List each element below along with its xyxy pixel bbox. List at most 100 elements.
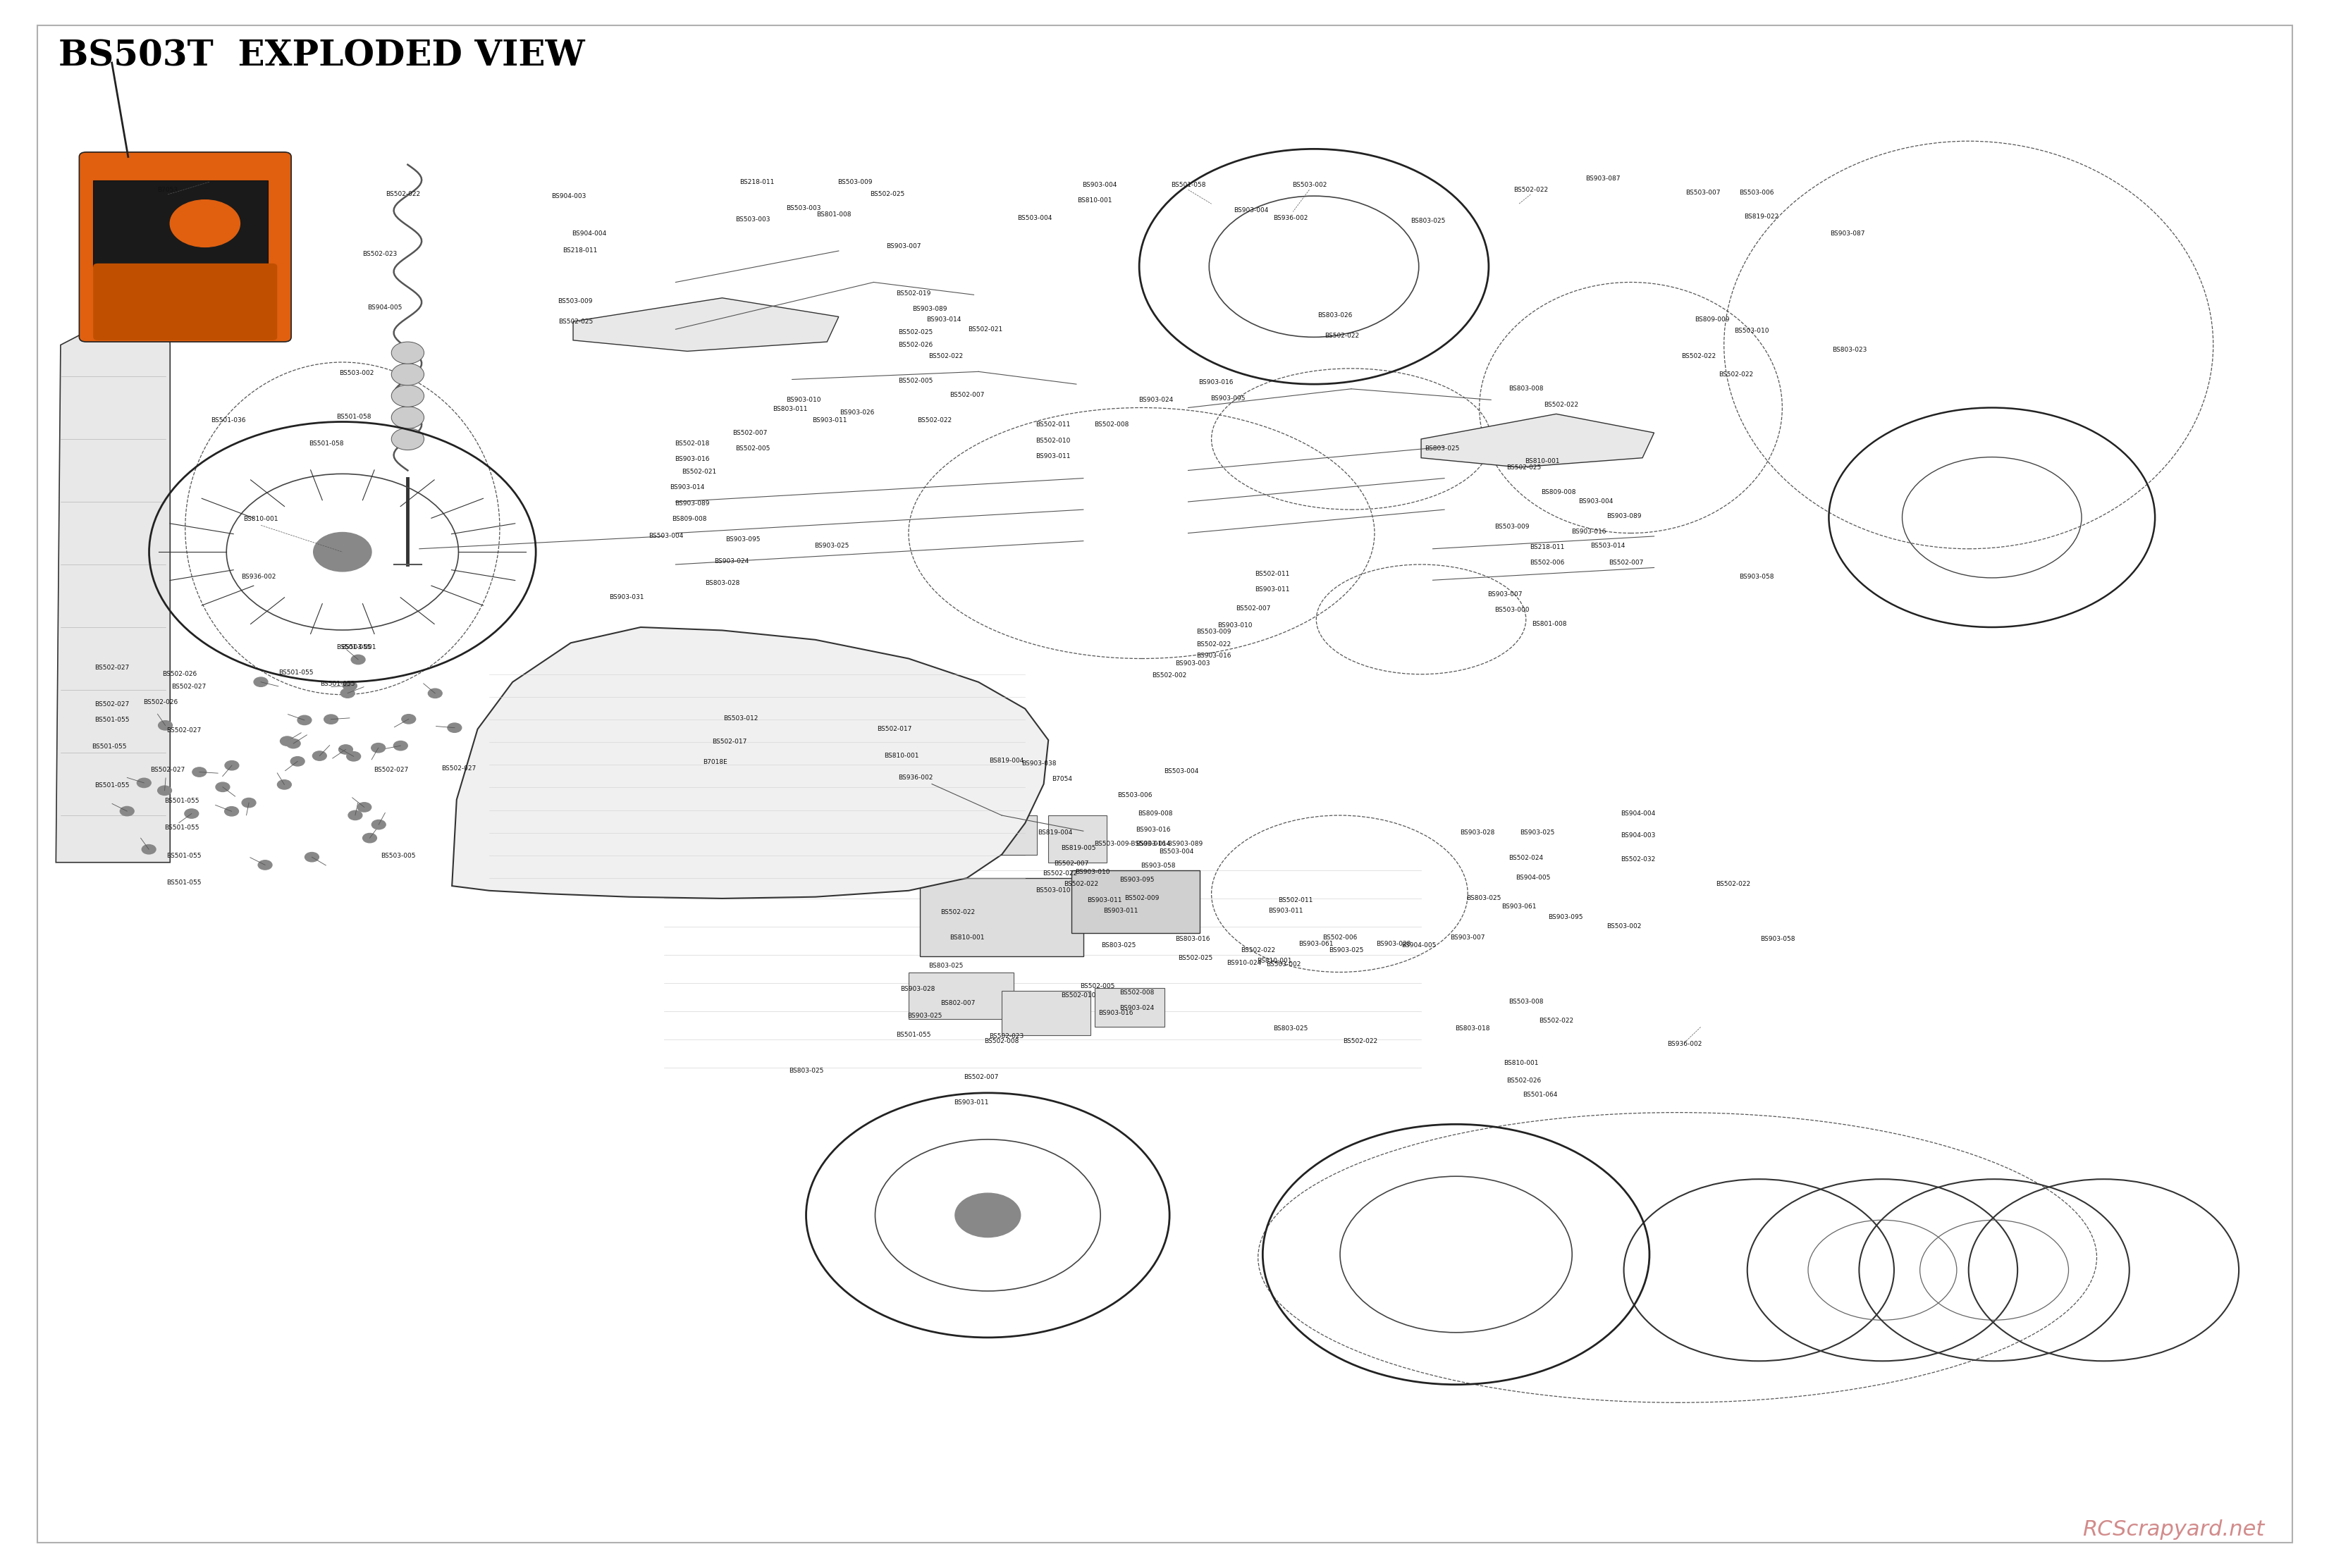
Text: BS503-005: BS503-005 bbox=[382, 853, 415, 859]
Circle shape bbox=[391, 342, 424, 364]
Text: BS502-011: BS502-011 bbox=[1255, 571, 1288, 577]
Circle shape bbox=[342, 681, 356, 690]
Text: BS903-011: BS903-011 bbox=[955, 1099, 987, 1105]
Text: BS502-005: BS502-005 bbox=[736, 445, 769, 452]
Text: BS803-016: BS803-016 bbox=[1176, 936, 1209, 942]
Circle shape bbox=[259, 861, 272, 870]
Text: BS903-014: BS903-014 bbox=[927, 317, 960, 323]
Text: BS903-095: BS903-095 bbox=[1120, 877, 1153, 883]
Circle shape bbox=[401, 715, 415, 724]
Text: BS903-025: BS903-025 bbox=[815, 543, 848, 549]
Text: BS503-009: BS503-009 bbox=[838, 179, 871, 185]
Text: BS903-087: BS903-087 bbox=[1586, 176, 1619, 182]
Circle shape bbox=[193, 767, 207, 776]
Text: BS502-007: BS502-007 bbox=[1237, 605, 1269, 612]
Text: BS903-024: BS903-024 bbox=[1139, 397, 1171, 403]
Text: BS904-003: BS904-003 bbox=[1621, 833, 1654, 839]
Circle shape bbox=[394, 742, 408, 751]
Circle shape bbox=[955, 1193, 1020, 1237]
Text: BS803-025: BS803-025 bbox=[1425, 445, 1458, 452]
Text: BS904-005: BS904-005 bbox=[368, 304, 401, 310]
Text: BS803-025: BS803-025 bbox=[790, 1068, 822, 1074]
Text: BS819-004: BS819-004 bbox=[990, 757, 1022, 764]
Circle shape bbox=[121, 806, 135, 815]
Text: BS903-004: BS903-004 bbox=[1579, 499, 1612, 505]
Text: BS502-025: BS502-025 bbox=[1507, 464, 1539, 470]
Text: BS501-058: BS501-058 bbox=[1171, 182, 1204, 188]
Text: BS502-007: BS502-007 bbox=[950, 392, 983, 398]
Text: BS503-009: BS503-009 bbox=[559, 298, 592, 304]
Text: BS903-025: BS903-025 bbox=[1521, 829, 1553, 836]
Text: BS903-089: BS903-089 bbox=[675, 500, 708, 506]
Text: BS903-028: BS903-028 bbox=[1376, 941, 1409, 947]
Text: BS819-004: BS819-004 bbox=[1039, 829, 1071, 836]
Text: BS503-004: BS503-004 bbox=[650, 533, 682, 539]
Text: BS803-011: BS803-011 bbox=[773, 406, 806, 412]
Text: BS903-028: BS903-028 bbox=[1460, 829, 1493, 836]
Text: BS501-055: BS501-055 bbox=[95, 717, 128, 723]
Text: BS819-022: BS819-022 bbox=[1744, 213, 1777, 220]
Text: BS810-001: BS810-001 bbox=[1258, 958, 1290, 964]
Text: BS903-010: BS903-010 bbox=[1076, 869, 1109, 875]
Text: BS502-022: BS502-022 bbox=[1514, 187, 1546, 193]
Circle shape bbox=[242, 798, 256, 808]
Text: BS502-026: BS502-026 bbox=[1507, 1077, 1539, 1083]
Text: BS502-006: BS502-006 bbox=[1323, 935, 1355, 941]
Text: BS503-007: BS503-007 bbox=[1686, 190, 1719, 196]
Text: BS503T  EXPLODED VIEW: BS503T EXPLODED VIEW bbox=[58, 39, 585, 74]
Text: BS502-022: BS502-022 bbox=[1539, 1018, 1572, 1024]
Text: BS502-006: BS502-006 bbox=[1530, 560, 1563, 566]
Text: BS502-032: BS502-032 bbox=[1621, 856, 1654, 862]
Text: BS501-055: BS501-055 bbox=[165, 798, 198, 804]
Text: BS903-038: BS903-038 bbox=[1022, 760, 1055, 767]
Text: BS502-027: BS502-027 bbox=[375, 767, 408, 773]
Text: BS903-095: BS903-095 bbox=[1211, 395, 1244, 401]
Text: BS502-005: BS502-005 bbox=[899, 378, 932, 384]
Text: BS803-023: BS803-023 bbox=[1833, 347, 1866, 353]
Polygon shape bbox=[1421, 414, 1654, 467]
Circle shape bbox=[370, 743, 384, 753]
Text: BS502-024: BS502-024 bbox=[1509, 855, 1542, 861]
Text: BS502-022: BS502-022 bbox=[1344, 1038, 1376, 1044]
Text: BS903-058: BS903-058 bbox=[1761, 936, 1793, 942]
Text: BS501-055: BS501-055 bbox=[95, 782, 128, 789]
Text: BS502-017: BS502-017 bbox=[713, 739, 745, 745]
Circle shape bbox=[137, 778, 151, 787]
Text: BS501-055: BS501-055 bbox=[165, 825, 198, 831]
Text: BS903-061: BS903-061 bbox=[1502, 903, 1535, 909]
Text: BS904-004: BS904-004 bbox=[573, 230, 606, 237]
Text: BS502-025: BS502-025 bbox=[1178, 955, 1211, 961]
Text: BS502-027: BS502-027 bbox=[443, 765, 475, 771]
Text: BS936-002: BS936-002 bbox=[899, 775, 932, 781]
Text: BS810-001: BS810-001 bbox=[1525, 458, 1558, 464]
Text: BS903-011: BS903-011 bbox=[1088, 897, 1120, 903]
Text: B7054: B7054 bbox=[1053, 776, 1071, 782]
Text: BS503-014: BS503-014 bbox=[1591, 543, 1623, 549]
Text: B7018E: B7018E bbox=[703, 759, 727, 765]
Text: BS502-007: BS502-007 bbox=[1055, 861, 1088, 867]
Text: BS903-011: BS903-011 bbox=[1036, 453, 1069, 459]
Polygon shape bbox=[56, 282, 170, 862]
Text: BS502-008: BS502-008 bbox=[1095, 422, 1127, 428]
Text: BS809-008: BS809-008 bbox=[1139, 811, 1171, 817]
Text: BS502-022: BS502-022 bbox=[1719, 372, 1751, 378]
Text: BS810-001: BS810-001 bbox=[885, 753, 918, 759]
Text: BS819-005: BS819-005 bbox=[1062, 845, 1095, 851]
Text: BS903-089: BS903-089 bbox=[913, 306, 946, 312]
Circle shape bbox=[312, 751, 326, 760]
Text: BS803-028: BS803-028 bbox=[706, 580, 738, 586]
Text: BS503-002: BS503-002 bbox=[1293, 182, 1325, 188]
Text: BS502-007: BS502-007 bbox=[964, 1074, 997, 1080]
Circle shape bbox=[352, 655, 366, 665]
Text: BS903-024: BS903-024 bbox=[715, 558, 748, 564]
Text: BS903-016: BS903-016 bbox=[1572, 528, 1605, 535]
Text: BS502-022: BS502-022 bbox=[941, 909, 974, 916]
Text: BS903-025: BS903-025 bbox=[908, 1013, 941, 1019]
Text: BS503-009-BS503-016-BS903-089: BS503-009-BS503-016-BS903-089 bbox=[1095, 840, 1202, 847]
Text: BS904-005: BS904-005 bbox=[1402, 942, 1435, 949]
Text: BS218-011: BS218-011 bbox=[564, 248, 596, 254]
Text: BS903-011: BS903-011 bbox=[813, 417, 845, 423]
Text: BS503-010: BS503-010 bbox=[1036, 887, 1069, 894]
Circle shape bbox=[184, 809, 198, 818]
Circle shape bbox=[363, 833, 377, 842]
